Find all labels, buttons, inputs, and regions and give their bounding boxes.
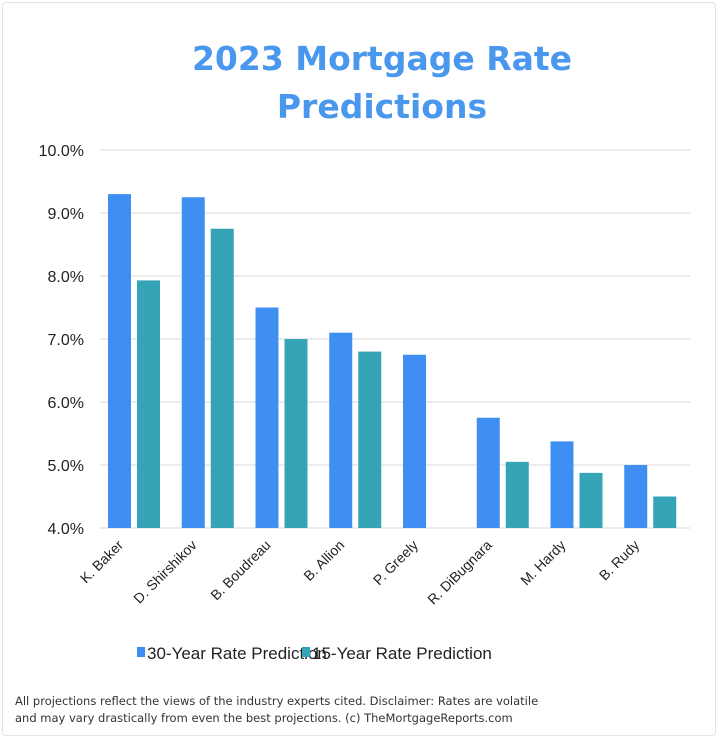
x-category-label: B. Boudreau — [207, 537, 273, 603]
x-category-label: B. Rudy — [596, 537, 643, 584]
y-tick-label: 7.0% — [48, 332, 84, 349]
y-tick-label: 5.0% — [48, 458, 84, 475]
chart-title-line-2: Predictions — [277, 87, 487, 126]
footer-disclaimer-line-2: and may vary drastically from even the b… — [15, 711, 513, 725]
legend-swatch-15-year — [302, 647, 310, 657]
y-tick-label: 9.0% — [48, 206, 84, 223]
x-category-label: M. Hardy — [517, 537, 568, 588]
bar-15-year-b-boudreau — [284, 339, 308, 528]
bar-15-year-k-baker — [137, 280, 160, 528]
x-category-label: K. Baker — [77, 537, 127, 587]
x-category-label: P. Greely — [370, 537, 421, 588]
x-category-label: D. Shirshikov — [130, 537, 200, 607]
footer-disclaimer-line-1: All projections reflect the views of the… — [15, 694, 538, 708]
bar-30-year-r-dibugnara — [476, 417, 500, 528]
bar-15-year-d-shirshikov — [210, 228, 234, 528]
legend: 30-Year Rate Prediction 15-Year Rate Pre… — [137, 644, 492, 663]
legend-swatch-30-year — [137, 647, 145, 657]
legend-label-15-year: 15-Year Rate Prediction — [312, 644, 492, 663]
y-tick-label: 10.0% — [39, 143, 84, 160]
x-category-label: R. DiBugnara — [424, 537, 495, 608]
bar-30-year-p-greely — [403, 354, 426, 528]
bar-15-year-m-hardy — [579, 472, 603, 528]
y-tick-label: 4.0% — [48, 521, 84, 538]
bar-30-year-b-boudreau — [255, 307, 279, 528]
bar-30-year-d-shirshikov — [181, 197, 205, 528]
y-tick-label: 8.0% — [48, 269, 84, 286]
legend-label-30-year: 30-Year Rate Prediction — [147, 644, 327, 663]
bar-30-year-m-hardy — [550, 441, 574, 528]
bar-15-year-b-allion — [358, 351, 382, 528]
x-category-label: B. Allion — [300, 537, 347, 584]
bar-15-year-r-dibugnara — [505, 461, 529, 528]
bar-30-year-b-rudy — [624, 465, 648, 528]
bar-30-year-b-allion — [329, 332, 353, 528]
bar-15-year-b-rudy — [653, 496, 677, 528]
chart-title-line-1: 2023 Mortgage Rate — [192, 39, 572, 78]
y-tick-label: 6.0% — [48, 395, 84, 412]
bar-30-year-k-baker — [108, 194, 131, 528]
